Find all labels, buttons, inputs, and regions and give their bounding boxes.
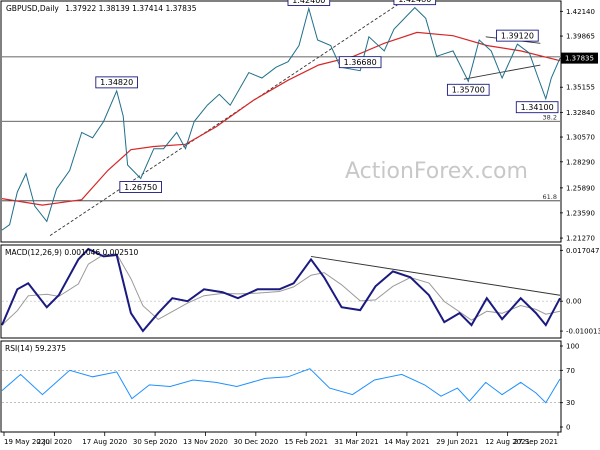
- price-tick-7: 1.25890: [566, 184, 595, 192]
- annotation-box-0: [287, 0, 331, 6]
- annotation-2: 1.34820: [100, 78, 133, 87]
- annotation-7: 1.34100: [521, 103, 554, 112]
- annotation-box-7: [515, 101, 559, 114]
- macd-panel-frame: [0, 244, 562, 339]
- annotation-4: 1.39120: [501, 31, 534, 40]
- current-price-box: [561, 52, 598, 64]
- annotation-box-3: [338, 56, 382, 69]
- price-tick-9: 1.21270: [566, 235, 595, 243]
- x-tick-0: 19 May 2020: [4, 438, 50, 446]
- x-tick-11: 27 Sep 2021: [514, 438, 558, 446]
- watermark: ActionForex.com: [345, 159, 528, 184]
- annotation-5: 1.35700: [452, 86, 485, 95]
- rsi-tick-2: 30: [566, 399, 575, 407]
- price-levels: 38.2 61.8: [2, 56, 560, 202]
- current-price-label: 1.37835: [565, 55, 594, 63]
- rsi-levels: [2, 369, 560, 404]
- rsi-label: RSI(14) 59.2375: [5, 344, 66, 353]
- level-label-1: 38.2: [543, 113, 557, 121]
- trendline-0: [49, 1, 402, 236]
- annotation-box-1: [393, 0, 437, 6]
- x-tick-4: 13 Nov 2020: [183, 438, 228, 446]
- annotation-6: 1.26750: [124, 183, 157, 192]
- x-tick-9: 29 Jun 2021: [436, 438, 478, 446]
- annotation-box-4: [496, 29, 539, 42]
- annotation-1: 1.42480: [398, 0, 431, 4]
- ohlc-label: 1.37922 1.38139 1.37414 1.37835: [65, 4, 196, 13]
- rsi-tick-1: 70: [566, 367, 575, 375]
- price-axis-ticks: 1.42140 1.39865 1.35155 1.32840 1.30570 1.282…: [560, 8, 595, 243]
- price-panel-frame: [0, 0, 562, 243]
- symbol-label: GBPUSD,Daily: [6, 4, 59, 13]
- price-tick-0: 1.42140: [566, 8, 595, 16]
- macd-tick-0: 0.017047: [566, 247, 599, 255]
- price-line: [1, 6, 561, 231]
- rsi-tick-0: 100: [566, 343, 579, 351]
- x-tick-1: 2 Jul 2020: [37, 438, 72, 446]
- rsi-line: [1, 368, 561, 404]
- annotation-box-6: [119, 181, 162, 193]
- x-tick-10: 12 Aug 2021: [485, 438, 530, 446]
- x-tick-2: 17 Aug 2020: [82, 438, 127, 446]
- annotation-box-2: [95, 76, 138, 89]
- symbol-header: GBPUSD,Daily 1.37922 1.38139 1.37414 1.3…: [6, 4, 197, 13]
- annotation-0: 1.42400: [292, 0, 325, 5]
- price-tick-5: 1.30570: [566, 134, 595, 142]
- macd-tick-1: 0.00: [566, 298, 582, 306]
- macd-tick-2: -0.010013: [566, 328, 600, 336]
- x-tick-6: 15 Feb 2021: [284, 438, 328, 446]
- moving-average-line: [1, 31, 561, 206]
- level-label-2: 61.8: [543, 193, 557, 201]
- macd-axis-ticks: 0.017047 0.00 -0.010013: [560, 247, 600, 336]
- rsi-axis-ticks: 100 70 30 0: [560, 343, 579, 432]
- x-tick-3: 30 Sep 2020: [133, 438, 177, 446]
- macd-line: [1, 247, 561, 333]
- price-tick-6: 1.28290: [566, 158, 595, 166]
- macd-label: MACD(12,26,9) 0.001046 0.002510: [5, 248, 139, 257]
- price-tick-3: 1.35155: [566, 84, 595, 92]
- price-tick-8: 1.23590: [566, 209, 595, 217]
- price-annotations: 1.42400 1.42480 1.34820 1.36680 1.39120 1.357…: [95, 0, 559, 193]
- price-tick-1: 1.39865: [566, 33, 595, 41]
- annotation-box-5: [446, 83, 490, 96]
- macd-signal-line: [1, 253, 561, 326]
- trendline-1: [463, 64, 541, 80]
- rsi-tick-3: 0: [566, 424, 570, 432]
- annotation-3: 1.36680: [344, 58, 377, 67]
- x-tick-5: 30 Dec 2020: [233, 438, 278, 446]
- x-tick-7: 31 Mar 2021: [334, 438, 378, 446]
- x-tick-8: 14 May 2021: [384, 438, 430, 446]
- macd-trendline: [310, 255, 561, 296]
- price-tick-4: 1.32840: [566, 109, 595, 117]
- rsi-panel-frame: [0, 340, 562, 433]
